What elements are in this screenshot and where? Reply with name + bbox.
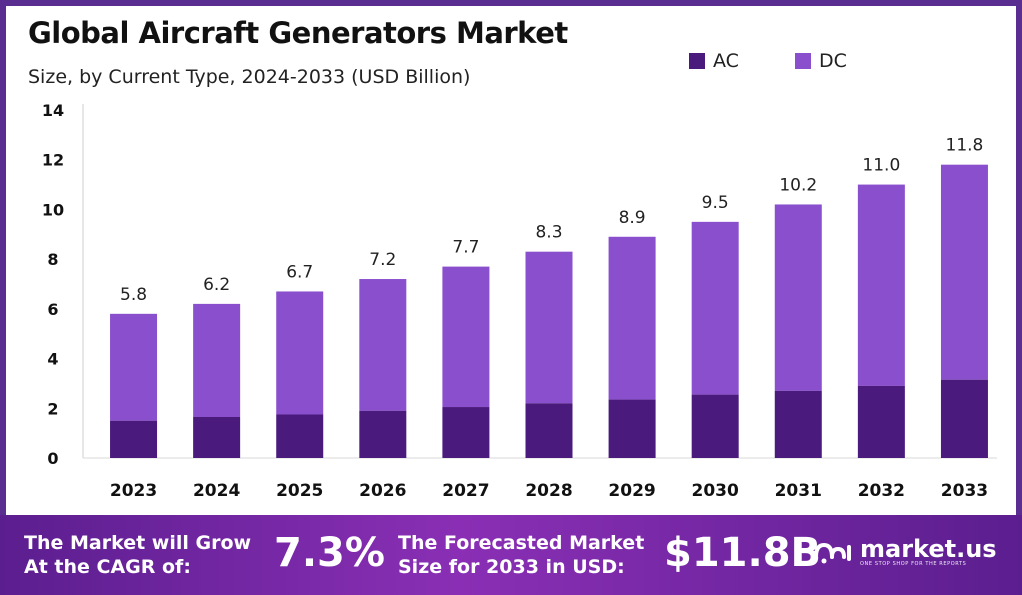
y-tick-label: 14	[42, 101, 64, 120]
data-label-total: 10.2	[779, 175, 817, 195]
bar-dc	[193, 303, 241, 417]
bar-dc	[359, 279, 407, 411]
x-tick-label: 2025	[276, 481, 323, 501]
x-tick-label: 2032	[858, 481, 905, 501]
x-tick-label: 2027	[442, 481, 489, 501]
bar-ac	[940, 379, 988, 458]
bar-ac	[276, 414, 324, 458]
y-tick-label: 10	[42, 200, 64, 219]
bar-ac	[359, 410, 407, 458]
legend-swatch-ac	[689, 53, 705, 69]
x-tick-label: 2024	[193, 481, 240, 501]
legend-label-ac: AC	[713, 50, 739, 72]
y-tick-label: 2	[47, 399, 58, 418]
bar-ac	[193, 416, 241, 458]
forecast-caption: The Forecasted Market Size for 2033 in U…	[398, 532, 645, 578]
data-label-total: 8.3	[535, 223, 562, 243]
data-label-total: 7.2	[369, 250, 396, 270]
x-tick-label: 2030	[692, 481, 739, 501]
y-tick-label: 0	[47, 449, 58, 468]
stacked-bar-chart: 0 2 4 6 8 10 12 14 5.8 2023 6.2 2024 6.7 2025 7.2 2026 7…	[42, 101, 997, 501]
x-tick-label: 2033	[941, 481, 988, 501]
cagr-value: 7.3%	[274, 530, 385, 576]
data-label-total: 11.8	[946, 136, 984, 156]
bar-dc	[857, 184, 905, 386]
bar-ac	[442, 407, 490, 458]
bar-dc	[774, 204, 822, 391]
data-label-total: 6.7	[286, 262, 313, 282]
bar-ac	[691, 394, 739, 458]
legend-item-dc: DC	[794, 50, 847, 72]
market-us-logo-icon	[814, 542, 851, 564]
legend-label-dc: DC	[818, 50, 847, 72]
x-tick-label: 2028	[525, 481, 572, 501]
x-tick-label: 2023	[110, 481, 157, 501]
bar-ac	[608, 399, 656, 458]
data-label-total: 7.7	[452, 238, 479, 258]
bar-dc	[940, 164, 988, 380]
brand-text: market.us ONE STOP SHOP FOR THE REPORTS	[860, 537, 997, 567]
legend-item-ac: AC	[689, 50, 739, 72]
x-tick-label: 2031	[775, 481, 822, 501]
bar-ac	[110, 420, 158, 458]
data-label-total: 5.8	[120, 285, 147, 305]
brand-logo: market.us ONE STOP SHOP FOR THE REPORTS	[812, 535, 997, 569]
x-tick-label: 2026	[359, 481, 406, 501]
chart-frame: Global Aircraft Generators Market Size, …	[0, 0, 1022, 515]
legend-swatch-dc	[794, 53, 811, 69]
bar-dc	[525, 251, 573, 404]
cagr-caption: The Market will Grow At the CAGR of:	[24, 532, 252, 578]
y-tick-label: 4	[47, 350, 58, 369]
forecast-value: $11.8B	[664, 530, 822, 576]
brand-name: market.us	[860, 535, 997, 563]
bar-ac	[525, 403, 573, 458]
x-tick-label: 2029	[608, 481, 655, 501]
data-label-total: 6.2	[203, 275, 230, 295]
chart-subtitle: Size, by Current Type, 2024-2033 (USD Bi…	[28, 66, 471, 88]
bar-dc	[442, 266, 490, 408]
data-label-total: 9.5	[702, 193, 729, 213]
data-label-total: 11.0	[862, 156, 900, 176]
bar-dc	[110, 313, 158, 421]
y-tick-label: 8	[47, 250, 58, 269]
bar-ac	[774, 390, 822, 458]
brand-tagline: ONE STOP SHOP FOR THE REPORTS	[860, 561, 967, 567]
footer-banner: The Market will Grow At the CAGR of: 7.3…	[0, 515, 1022, 595]
chart-legend: AC DC	[689, 50, 847, 72]
chart-title: Global Aircraft Generators Market	[28, 16, 568, 50]
bar-dc	[608, 236, 656, 400]
y-tick-label: 6	[47, 300, 58, 319]
bar-dc	[276, 291, 324, 415]
data-label-total: 8.9	[619, 208, 646, 228]
bar-ac	[857, 385, 905, 458]
y-tick-label: 12	[42, 151, 64, 170]
bar-dc	[691, 221, 739, 395]
